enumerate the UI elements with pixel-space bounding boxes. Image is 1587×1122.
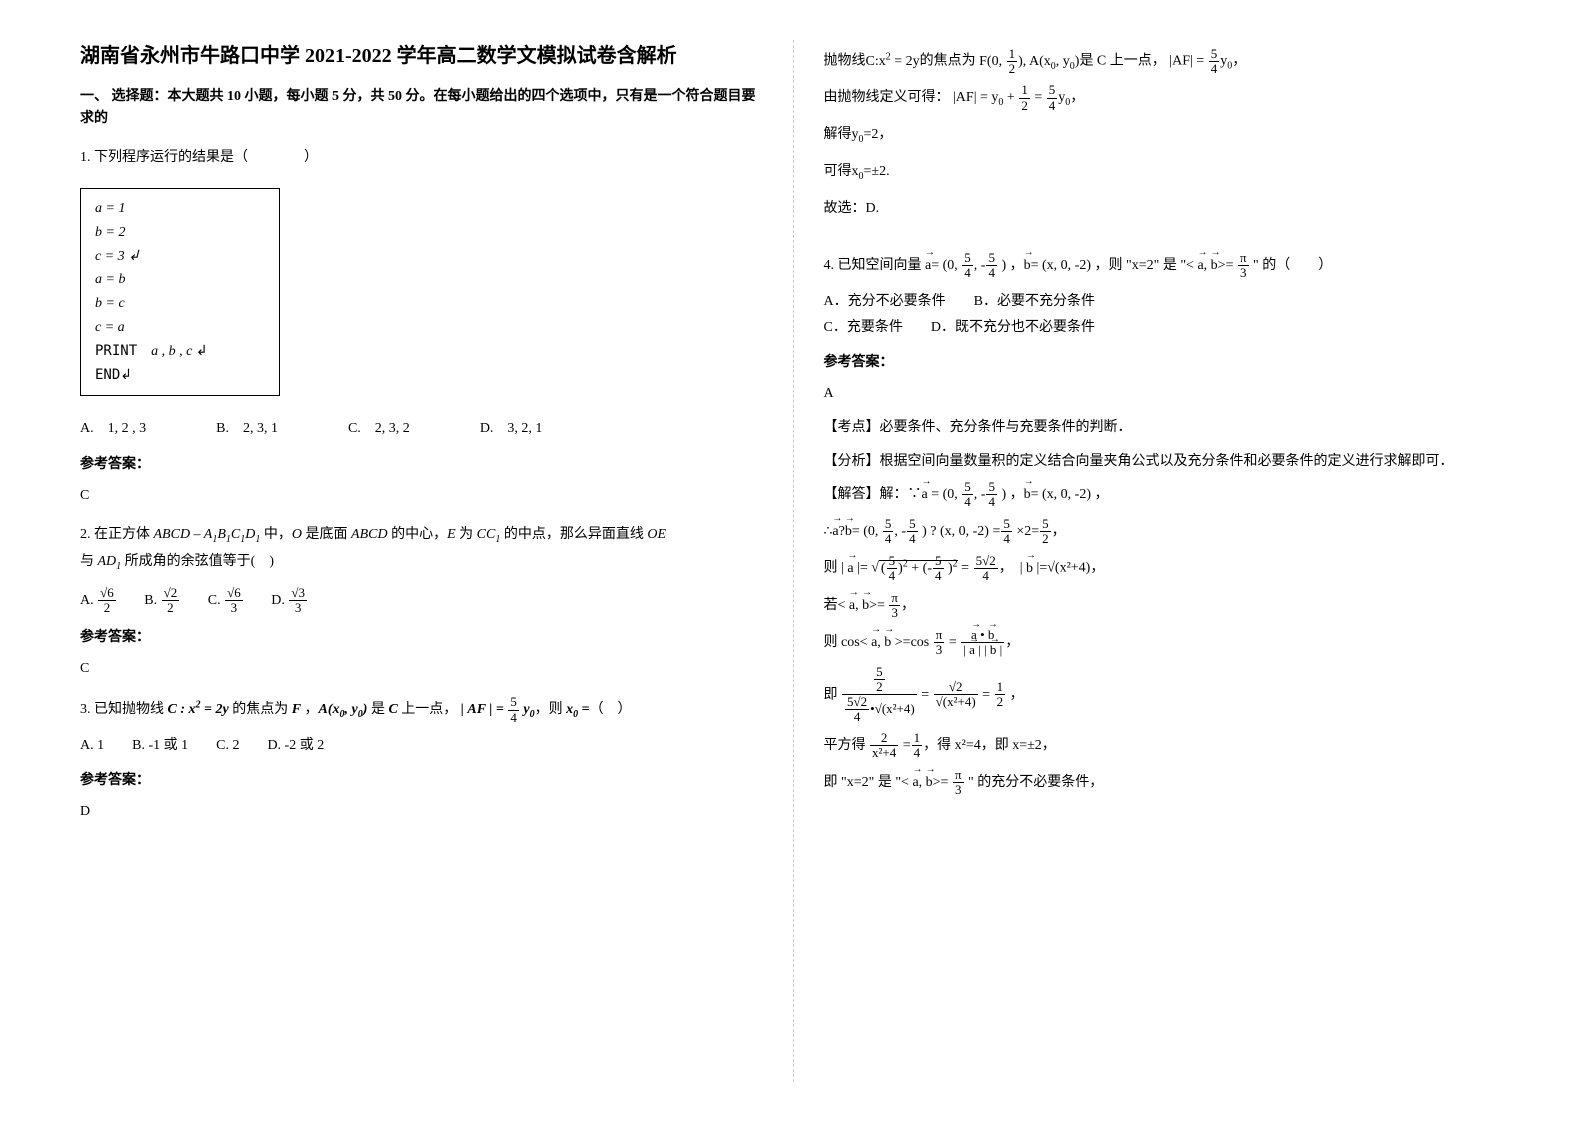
r-line-4: 可得x0=±2. <box>824 157 1508 188</box>
jieda-dot: ∴a?b= (0, 54, -54 ) ? (x, 0, -2) =54 ×2=… <box>824 517 1508 548</box>
q4-opts-ab: A．充分不必要条件 B．必要不充分条件 <box>824 289 1508 314</box>
exam-title: 湖南省永州市牛路口中学 2021-2022 学年高二数学文模拟试卷含解析 <box>80 40 763 72</box>
q3-answer: D <box>80 799 763 824</box>
code-line: PRINT a , b , c ↲ <box>95 340 265 364</box>
q1-opt-c: C. 2, 3, 2 <box>348 416 410 441</box>
q2-options: A. √62 B. √22 C. √63 D. √33 <box>80 586 763 616</box>
kaodian: 【考点】必要条件、充分条件与充要条件的判断． <box>824 416 1508 440</box>
jieda-cos: 则 cos< a, b >=cos π3 = a • b| a | | b |， <box>824 628 1508 659</box>
r-line-1: 抛物线C:x2 = 2y的焦点为 F(0, 12), A(x0, y0)是 C … <box>824 46 1508 77</box>
section-1-heading: 一、 选择题：本大题共 10 小题，每小题 5 分，共 50 分。在每小题给出的… <box>80 86 763 131</box>
left-column: 湖南省永州市牛路口中学 2021-2022 学年高二数学文模拟试卷含解析 一、 … <box>50 40 794 1082</box>
q1-answer: C <box>80 483 763 508</box>
code-line: b = 2 <box>95 221 265 245</box>
jieda-mag: 则 | a |= √(54)2 + (-54 )2 = 5√24， | b |=… <box>824 553 1508 584</box>
q2-ref-label: 参考答案： <box>80 625 763 650</box>
question-1-stem: 1. 下列程序运行的结果是（ ） <box>80 145 763 170</box>
q2-opt-c: C. √63 <box>208 593 247 608</box>
code-line: c = a <box>95 316 265 340</box>
q1-ref-label: 参考答案： <box>80 452 763 477</box>
code-line: c = 3 ↲ <box>95 245 265 269</box>
code-line: a = 1 <box>95 197 265 221</box>
q1-opt-b: B. 2, 3, 1 <box>216 416 278 441</box>
q1-options: A. 1, 2 , 3 B. 2, 3, 1 C. 2, 3, 2 D. 3, … <box>80 416 763 441</box>
code-line: END↲ <box>95 364 265 388</box>
r-line-5: 故选：D. <box>824 194 1508 225</box>
q2-opt-a: A. √62 <box>80 593 120 608</box>
question-2-stem: 2. 在正方体 ABCD – A1B1C1D1 中，O 是底面 ABCD 的中心… <box>80 522 763 576</box>
q2-opt-d: D. √33 <box>271 593 308 608</box>
code-line: b = c <box>95 292 265 316</box>
question-3-stem: 3. 已知抛物线 C : x2 = 2y 的焦点为 F ，A(x0, y0) 是… <box>80 695 763 725</box>
code-line: a = b <box>95 268 265 292</box>
q4-ref-label: 参考答案： <box>824 350 1508 375</box>
q3-ref-label: 参考答案： <box>80 768 763 793</box>
q2-opt-b: B. √22 <box>144 593 183 608</box>
q1-opt-a: A. 1, 2 , 3 <box>80 416 146 441</box>
q1-opt-d: D. 3, 2, 1 <box>480 416 543 441</box>
jieda-1: 【解答】解：∵a = (0, 54, -54 ) ，b= (x, 0, -2) … <box>824 480 1508 511</box>
q1-code-box: a = 1 b = 2 c = 3 ↲ a = b b = c c = a PR… <box>80 188 280 396</box>
r-line-3: 解得y0=2， <box>824 120 1508 151</box>
q2-answer: C <box>80 656 763 681</box>
jieda-ie: 即 52 5√24•√(x²+4) = √2√(x²+4) = 12 ， <box>824 665 1508 725</box>
jieda-fin: 即 "x=2" 是 "< a, b>= π3 " 的充分不必要条件， <box>824 768 1508 799</box>
jieda-if: 若< a, b>= π3， <box>824 591 1508 622</box>
question-4-stem: 4. 已知空间向量 a= (0, 54, -54 ) ，b= (x, 0, -2… <box>824 251 1508 282</box>
q4-opts-cd: C．充要条件 D．既不充分也不必要条件 <box>824 315 1508 340</box>
q4-answer: A <box>824 381 1508 406</box>
q3-options: A. 1 B. -1 或 1 C. 2 D. -2 或 2 <box>80 733 763 758</box>
right-column: 抛物线C:x2 = 2y的焦点为 F(0, 12), A(x0, y0)是 C … <box>794 40 1538 1082</box>
r-line-2: 由抛物线定义可得： |AF| = y0 + 12 = 54y0， <box>824 83 1508 114</box>
jieda-sq: 平方得 2x²+4 =14，得 x²=4，即 x=±2， <box>824 731 1508 762</box>
